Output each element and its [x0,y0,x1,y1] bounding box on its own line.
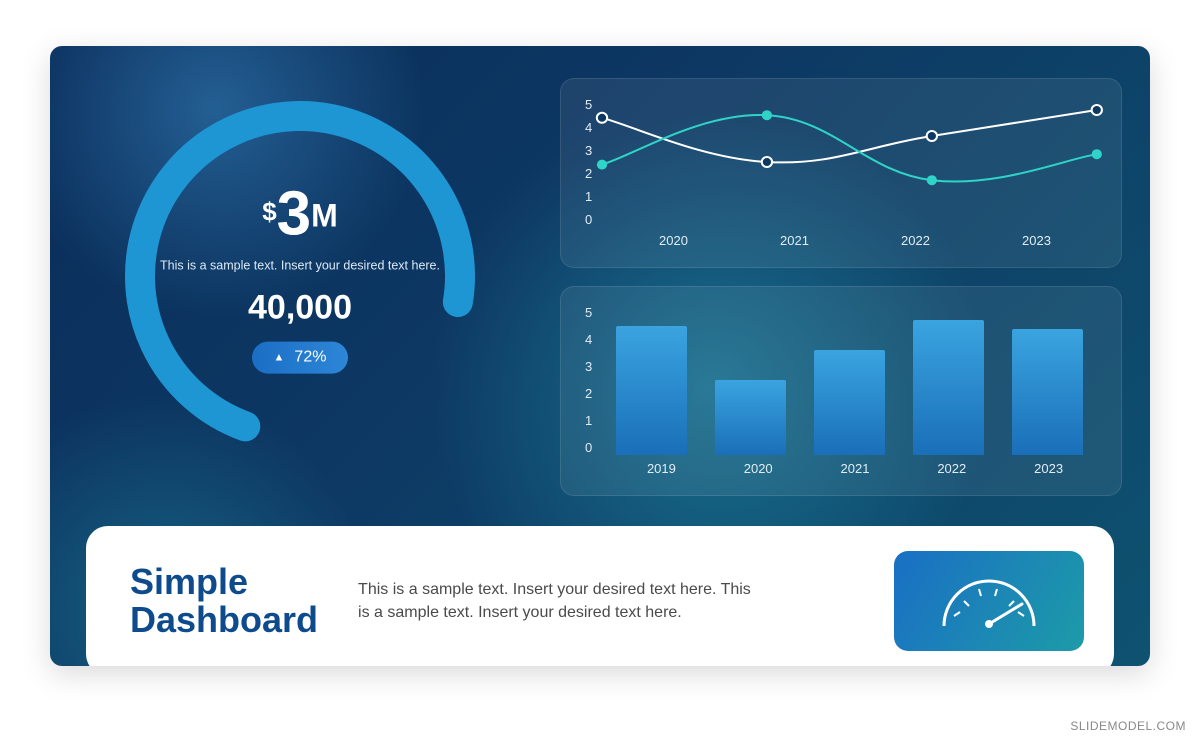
x-label: 2022 [855,233,976,248]
bar [715,380,786,455]
bar-y-axis: 5 4 3 2 1 0 [585,305,602,455]
footer-text: This is a sample text. Insert your desir… [358,578,758,624]
kpi-content: $3M This is a sample text. Insert your d… [160,179,440,374]
up-arrow-icon: ▲ [274,351,285,363]
y-tick: 2 [585,386,592,401]
bar [913,320,984,455]
x-label: 2020 [613,233,734,248]
kpi-main-value: $3M [160,179,440,250]
x-label: 2023 [976,233,1097,248]
kpi-secondary-value: 40,000 [160,288,440,327]
y-tick: 3 [585,143,592,158]
bar [1012,329,1083,455]
data-point [762,157,772,167]
watermark: SLIDEMODEL.COM [1070,719,1186,733]
kpi-block: $3M This is a sample text. Insert your d… [110,91,490,461]
y-tick: 5 [585,305,592,320]
footer-title-line1: Simple [130,563,318,601]
footer-title-line2: Dashboard [130,601,318,639]
bar-x-axis: 20192020202120222023 [613,461,1097,476]
kpi-prefix: $ [262,197,276,227]
kpi-value: 3 [277,180,311,249]
y-tick: 3 [585,359,592,374]
bar [814,350,885,455]
x-label: 2019 [613,461,710,476]
kpi-delta-badge: ▲ 72% [252,341,349,373]
y-tick: 4 [585,120,592,135]
line-series [602,115,1097,182]
gauge-tile [894,551,1084,651]
x-label: 2021 [807,461,904,476]
y-tick: 0 [585,212,592,227]
data-point [597,160,607,170]
data-point [1092,149,1102,159]
y-tick: 5 [585,97,592,112]
kpi-description: This is a sample text. Insert your desir… [160,258,440,275]
y-tick: 1 [585,189,592,204]
x-label: 2022 [903,461,1000,476]
data-point [927,175,937,185]
x-label: 2021 [734,233,855,248]
bar-plot [602,305,1097,455]
x-label: 2023 [1000,461,1097,476]
line-plot [602,97,1097,227]
y-tick: 4 [585,332,592,347]
y-tick: 2 [585,166,592,181]
dashboard-slide: $3M This is a sample text. Insert your d… [50,46,1150,666]
data-point [1092,105,1102,115]
bar [616,326,687,455]
data-point [597,113,607,123]
data-point [927,131,937,141]
data-point [762,110,772,120]
bar-chart-panel: 5 4 3 2 1 0 20192020202120222023 [560,286,1122,496]
line-x-axis: 2020202120222023 [613,233,1097,248]
x-label: 2020 [710,461,807,476]
kpi-unit: M [311,198,338,234]
y-tick: 0 [585,440,592,455]
line-series [602,110,1097,162]
gauge-icon [934,566,1044,636]
y-tick: 1 [585,413,592,428]
footer-card: Simple Dashboard This is a sample text. … [86,526,1114,666]
line-chart-panel: 5 4 3 2 1 0 2020202120222023 [560,78,1122,268]
footer-title: Simple Dashboard [130,563,318,639]
kpi-delta-value: 72% [294,348,326,366]
